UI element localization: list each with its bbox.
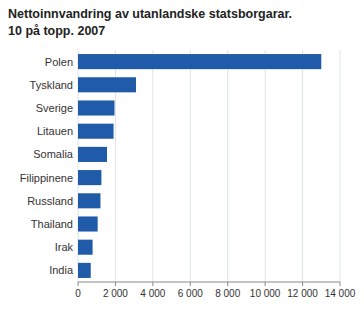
x-axis: 0 2 000 4 000 6 000 8 000 10 000 12 000 14 000: [75, 282, 356, 299]
tick-mark: [115, 282, 116, 286]
bar: [78, 100, 114, 115]
category-label: Russland: [27, 195, 73, 207]
axis-line: [78, 282, 340, 283]
bar: [78, 77, 136, 92]
tick-label: 8 000: [215, 288, 240, 299]
category-label: Thailand: [31, 218, 73, 230]
tick-mark: [152, 282, 153, 286]
tick-mark: [227, 282, 228, 286]
title: Nettoinnvandring av utanlandske statsbor…: [8, 7, 292, 21]
tick-label: 10 000: [250, 288, 281, 299]
chart-container: Nettoinnvandring av utanlandske statsbor…: [0, 0, 364, 313]
y-axis: Polen Tyskland Sverige Litauen Somalia Filipp…: [20, 56, 74, 277]
grid-line: [302, 50, 303, 282]
tick-mark: [190, 282, 191, 286]
bars: [78, 54, 321, 278]
bar: [78, 216, 98, 231]
bar: [78, 147, 107, 162]
category-label: Polen: [45, 56, 73, 68]
category-label: India: [49, 264, 74, 276]
bar: [78, 240, 93, 255]
tick-mark: [78, 282, 79, 286]
tick-label: 2 000: [103, 288, 128, 299]
category-label: Irak: [55, 241, 74, 253]
category-label: Filippinene: [20, 172, 73, 184]
bar: [78, 124, 114, 139]
bar: [78, 54, 321, 69]
tick-label: 6 000: [178, 288, 203, 299]
category-label: Litauen: [37, 125, 73, 137]
bar: [78, 193, 100, 208]
grid-line: [265, 50, 266, 282]
tick-mark: [302, 282, 303, 286]
grid-line: [152, 50, 153, 282]
tick-mark: [265, 282, 266, 286]
tick-mark: [340, 282, 341, 286]
category-label: Somalia: [33, 148, 74, 160]
grid-line: [340, 50, 341, 282]
tick-label: 14 000: [325, 288, 356, 299]
chart: Nettoinnvandring av utanlandske statsbor…: [0, 0, 364, 313]
grid: [78, 50, 340, 282]
category-label: Tyskland: [30, 79, 73, 91]
grid-line: [190, 50, 191, 282]
tick-label: 12 000: [287, 288, 318, 299]
bar: [78, 263, 91, 278]
category-label: Sverige: [36, 102, 73, 114]
tick-label: 4 000: [140, 288, 165, 299]
grid-line: [227, 50, 228, 282]
tick-label: 0: [75, 288, 81, 299]
subtitle: 10 på topp. 2007: [8, 24, 105, 38]
bar: [78, 170, 101, 185]
